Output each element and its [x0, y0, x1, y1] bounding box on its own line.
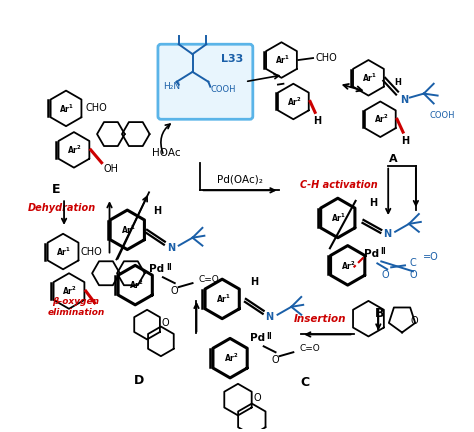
Text: C-H activation: C-H activation [300, 181, 378, 191]
Text: Pd: Pd [149, 264, 164, 274]
Text: $\mathregular{Ar^2}$: $\mathregular{Ar^2}$ [224, 352, 238, 364]
Text: H: H [153, 206, 161, 216]
Text: B: B [374, 307, 384, 320]
Text: O: O [161, 318, 169, 327]
Text: Dehydration: Dehydration [28, 203, 96, 213]
Text: $\mathregular{Ar^1}$: $\mathregular{Ar^1}$ [275, 54, 290, 66]
Text: N: N [265, 312, 273, 322]
Text: II: II [267, 332, 273, 341]
Text: $\mathregular{Ar^2}$: $\mathregular{Ar^2}$ [374, 113, 389, 125]
Text: $\mathregular{Ar^1}$: $\mathregular{Ar^1}$ [362, 72, 377, 84]
Text: H: H [394, 78, 401, 87]
Text: O: O [254, 393, 262, 403]
Text: OH: OH [104, 164, 118, 174]
Text: O: O [272, 355, 279, 365]
Text: H: H [250, 277, 258, 287]
Text: C=O: C=O [299, 344, 320, 353]
Text: $\mathregular{Ar^2}$: $\mathregular{Ar^2}$ [287, 95, 302, 108]
Text: Pd: Pd [250, 334, 265, 343]
Text: =O: =O [423, 252, 438, 263]
Text: Pd: Pd [364, 248, 379, 258]
Text: N: N [400, 95, 408, 105]
Text: N: N [383, 229, 391, 239]
Text: $\mathregular{Ar^1}$: $\mathregular{Ar^1}$ [216, 293, 231, 305]
Text: II: II [381, 247, 386, 256]
Text: $\mathregular{Ar^1}$: $\mathregular{Ar^1}$ [56, 245, 72, 258]
Text: β-oxygen
elimination: β-oxygen elimination [47, 297, 105, 317]
Text: COOH: COOH [430, 111, 455, 121]
Text: C=O: C=O [199, 275, 219, 284]
Text: $\mathregular{Ar^2}$: $\mathregular{Ar^2}$ [63, 285, 77, 297]
Text: CHO: CHO [315, 53, 337, 63]
Text: O: O [409, 270, 417, 280]
Text: $\mathregular{Ar^1}$: $\mathregular{Ar^1}$ [59, 102, 74, 114]
Text: HOAc: HOAc [152, 148, 180, 158]
Text: C: C [301, 376, 310, 389]
Text: II: II [166, 263, 172, 272]
Text: $\mathregular{Ar^2}$: $\mathregular{Ar^2}$ [341, 259, 356, 272]
Text: CHO: CHO [86, 103, 108, 114]
Text: A: A [389, 154, 398, 164]
FancyBboxPatch shape [158, 44, 253, 119]
Text: H₂N: H₂N [163, 82, 180, 91]
Text: D: D [134, 374, 144, 387]
Text: COOH: COOH [210, 85, 236, 94]
Text: $\mathregular{Ar^2}$: $\mathregular{Ar^2}$ [67, 144, 82, 156]
Text: C: C [410, 258, 416, 268]
Text: L33: L33 [221, 54, 243, 64]
Text: Pd(OAc)₂: Pd(OAc)₂ [217, 175, 263, 184]
Text: H: H [401, 136, 409, 146]
Text: Insertion: Insertion [294, 314, 346, 324]
Text: CHO: CHO [81, 247, 102, 257]
Text: O: O [171, 286, 179, 296]
Text: $\mathregular{Ar^1}$: $\mathregular{Ar^1}$ [121, 224, 136, 236]
Text: $\mathregular{Ar^2}$: $\mathregular{Ar^2}$ [129, 279, 144, 291]
Text: O: O [410, 316, 418, 326]
Text: E: E [52, 184, 60, 197]
Text: H: H [313, 116, 321, 126]
Text: N: N [167, 243, 175, 253]
Text: O: O [382, 270, 389, 280]
Text: H: H [369, 198, 377, 208]
Text: $\mathregular{Ar^1}$: $\mathregular{Ar^1}$ [331, 212, 346, 224]
